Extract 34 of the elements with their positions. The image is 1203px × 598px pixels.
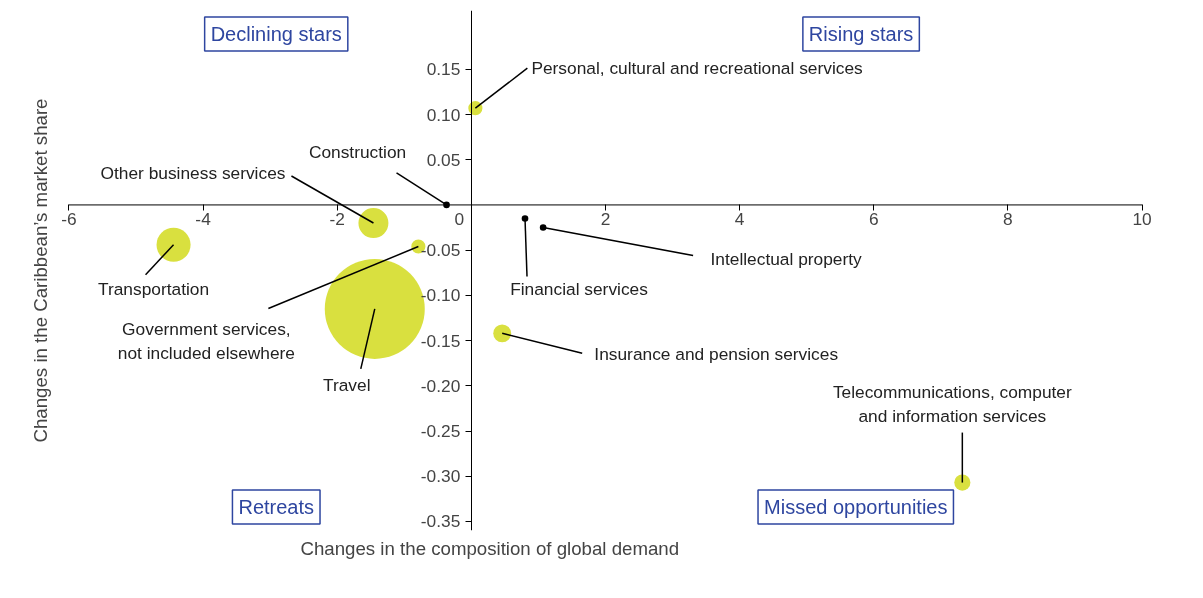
y-tick-label: -0.15 <box>420 330 461 351</box>
annotation: Financial services <box>510 278 649 299</box>
annotation: Transportation <box>98 278 210 299</box>
annotation: Travel <box>323 374 371 395</box>
annotation: Telecommunications, computer and information services <box>832 381 1072 426</box>
y-tick-label: 0.10 <box>426 104 461 125</box>
annotation: Insurance and pension services <box>594 344 839 365</box>
x-tick-label: -6 <box>61 208 77 229</box>
y-tick-label: -0.35 <box>420 511 461 532</box>
y-axis-title: Changes in the Caribbean’s market share <box>29 98 51 443</box>
annotation: Personal, cultural and recreational services <box>531 58 864 79</box>
y-tick-label: 0.05 <box>426 149 461 170</box>
x-axis-title: Changes in the composition of global demand <box>300 537 680 559</box>
x-tick-label: 8 <box>1003 208 1013 229</box>
x-tick-label: -4 <box>195 208 212 229</box>
annotation: Missed opportunities <box>764 496 948 519</box>
y-tick-label: -0.30 <box>420 466 461 487</box>
annotation: Construction <box>308 141 407 162</box>
x-tick-label: 10 <box>1132 208 1152 229</box>
annotation: Intellectual property <box>710 248 863 269</box>
y-tick-label: -0.20 <box>420 375 461 396</box>
annotation: Rising stars <box>808 22 914 45</box>
annotation: Government services, not included elsewhere <box>117 318 295 363</box>
x-tick-label: -2 <box>329 208 345 229</box>
x-tick-label: 4 <box>734 208 745 229</box>
annotation: Other business services <box>100 163 286 184</box>
x-tick-label: 2 <box>600 208 611 229</box>
x-tick-label: 6 <box>868 208 879 229</box>
y-tick-label: 0.15 <box>426 59 461 80</box>
y-tick-label: -0.25 <box>420 421 461 442</box>
annotation: Retreats <box>238 496 315 519</box>
x-tick-label: 0 <box>454 208 465 229</box>
annotation: Declining stars <box>210 22 342 45</box>
y-tick-label: -0.05 <box>420 240 461 261</box>
